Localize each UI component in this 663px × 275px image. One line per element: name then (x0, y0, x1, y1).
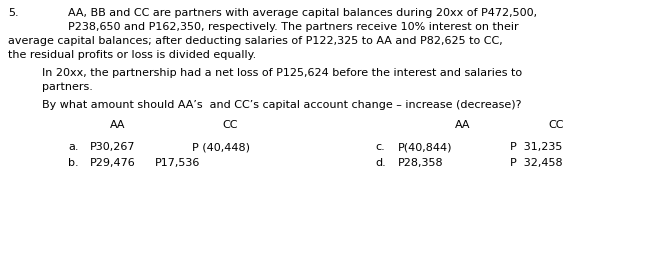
Text: 5.: 5. (8, 8, 19, 18)
Text: P17,536: P17,536 (155, 158, 200, 168)
Text: average capital balances; after deducting salaries of P122,325 to AA and P82,625: average capital balances; after deductin… (8, 36, 503, 46)
Text: c.: c. (375, 142, 385, 152)
Text: AA: AA (455, 120, 471, 130)
Text: d.: d. (375, 158, 386, 168)
Text: a.: a. (68, 142, 78, 152)
Text: CC: CC (222, 120, 237, 130)
Text: P  31,235: P 31,235 (510, 142, 562, 152)
Text: the residual profits or loss is divided equally.: the residual profits or loss is divided … (8, 50, 257, 60)
Text: CC: CC (548, 120, 564, 130)
Text: P (40,448): P (40,448) (192, 142, 250, 152)
Text: P(40,844): P(40,844) (398, 142, 453, 152)
Text: P30,267: P30,267 (90, 142, 135, 152)
Text: AA, BB and CC are partners with average capital balances during 20xx of P472,500: AA, BB and CC are partners with average … (68, 8, 537, 18)
Text: In 20xx, the partnership had a net loss of P125,624 before the interest and sala: In 20xx, the partnership had a net loss … (42, 68, 522, 78)
Text: P238,650 and P162,350, respectively. The partners receive 10% interest on their: P238,650 and P162,350, respectively. The… (68, 22, 518, 32)
Text: partners.: partners. (42, 82, 93, 92)
Text: P28,358: P28,358 (398, 158, 444, 168)
Text: P  32,458: P 32,458 (510, 158, 563, 168)
Text: b.: b. (68, 158, 79, 168)
Text: P29,476: P29,476 (90, 158, 136, 168)
Text: AA: AA (110, 120, 125, 130)
Text: By what amount should AA’s  and CC’s capital account change – increase (decrease: By what amount should AA’s and CC’s capi… (42, 100, 522, 110)
